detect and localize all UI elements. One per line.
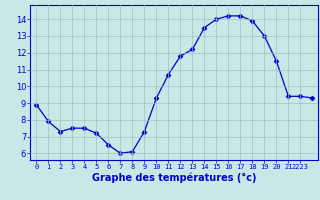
X-axis label: Graphe des températures (°c): Graphe des températures (°c) (92, 173, 257, 183)
